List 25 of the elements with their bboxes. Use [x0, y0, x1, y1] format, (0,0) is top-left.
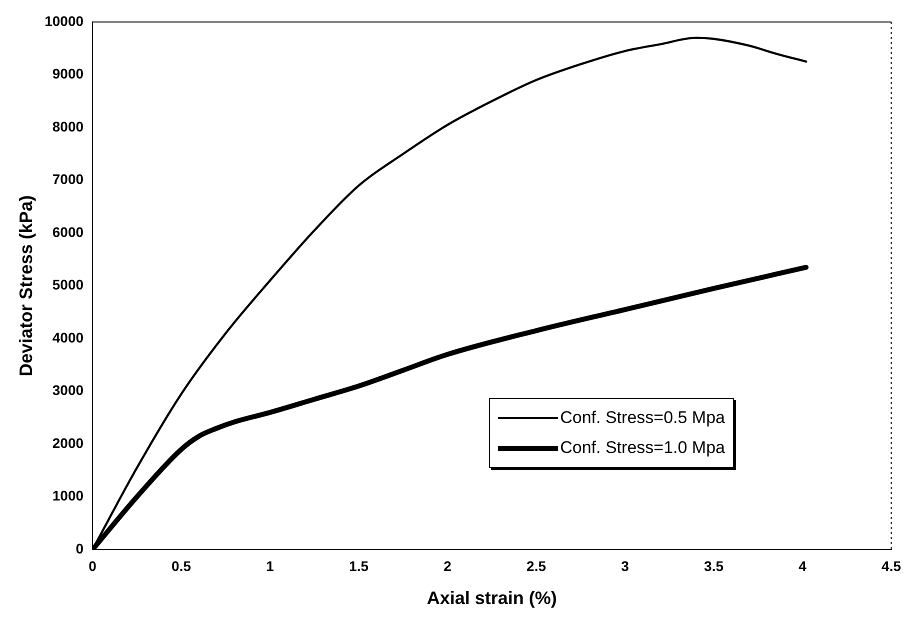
y-tick-label: 9000	[52, 66, 84, 82]
y-tick-label: 0	[76, 540, 84, 556]
x-axis-title: Axial strain (%)	[426, 588, 557, 608]
y-tick-label: 2000	[52, 434, 84, 451]
y-tick-label: 7000	[52, 171, 84, 188]
y-axis-title: Deviator Stress (kPa)	[16, 195, 36, 376]
x-tick-label: 2	[444, 558, 452, 574]
x-tick-label: 3.5	[704, 558, 724, 574]
x-tick-label: 0	[88, 558, 97, 574]
y-tick-label: 10000	[44, 12, 84, 29]
x-tick-label: 4	[798, 558, 807, 574]
x-tick-label: 0.5	[172, 558, 192, 574]
x-tick-label: 2.5	[526, 558, 546, 574]
legend-label: Conf. Stress=1.0 Mpa	[560, 438, 725, 458]
x-tick-label: 1	[266, 558, 274, 574]
x-tick-label: 1.5	[349, 558, 369, 574]
y-tick-label: 5000	[52, 276, 84, 293]
x-tick-label: 4.5	[882, 558, 902, 574]
y-tick-label: 8000	[52, 118, 84, 134]
y-tick-label: 6000	[52, 224, 84, 240]
y-tick-label: 3000	[52, 382, 84, 398]
legend-label: Conf. Stress=0.5 Mpa	[560, 408, 725, 428]
x-tick-label: 3	[621, 558, 630, 574]
y-tick-label: 4000	[52, 329, 84, 346]
y-tick-label: 1000	[52, 488, 84, 504]
